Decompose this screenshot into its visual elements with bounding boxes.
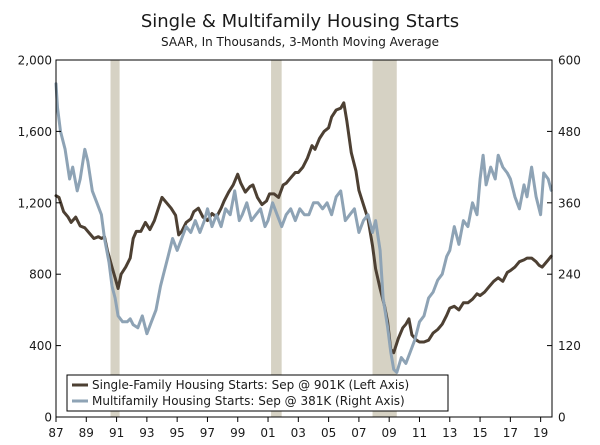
left-tick-label: 1,600 xyxy=(18,125,52,139)
recession-bands xyxy=(110,60,397,417)
recession-band xyxy=(110,60,120,417)
right-y-axis: 0 120 240 360 480 600 xyxy=(547,54,581,425)
x-tick-label: 19 xyxy=(533,426,548,440)
legend-label-single-family: Single-Family Housing Starts: Sep @ 901K… xyxy=(92,378,409,392)
right-tick-label: 240 xyxy=(558,268,581,282)
single-family-line xyxy=(54,101,553,355)
x-tick-label: 01 xyxy=(260,426,275,440)
x-tick-label: 99 xyxy=(230,426,245,440)
x-tick-label: 05 xyxy=(321,426,336,440)
left-y-axis: 0 400 800 1,200 1,600 2,000 xyxy=(18,54,61,425)
legend: Single-Family Housing Starts: Sep @ 901K… xyxy=(66,374,449,412)
x-tick-label: 11 xyxy=(412,426,427,440)
x-tick-label: 13 xyxy=(442,426,457,440)
right-tick-label: 120 xyxy=(558,339,581,353)
x-tick-label: 17 xyxy=(503,426,518,440)
legend-label-multifamily: Multifamily Housing Starts: Sep @ 381K (… xyxy=(92,394,405,408)
legend-box xyxy=(66,374,449,412)
chart-title: Single & Multifamily Housing Starts xyxy=(141,11,459,32)
recession-band xyxy=(271,60,282,417)
x-axis: 87 89 91 93 95 97 99 01 03 05 07 09 11 13 15 17 19 xyxy=(48,417,548,440)
right-tick-label: 480 xyxy=(558,125,581,139)
left-tick-label: 2,000 xyxy=(18,54,52,68)
x-tick-label: 89 xyxy=(79,426,94,440)
plot-frame xyxy=(55,59,553,418)
x-tick-label: 93 xyxy=(139,426,154,440)
multifamily-line xyxy=(54,82,553,374)
x-tick-label: 09 xyxy=(382,426,397,440)
x-tick-label: 03 xyxy=(291,426,306,440)
right-tick-label: 600 xyxy=(558,54,581,68)
left-tick-label: 800 xyxy=(29,268,52,282)
series-lines xyxy=(54,82,553,374)
x-tick-label: 07 xyxy=(351,426,366,440)
left-tick-label: 400 xyxy=(29,339,52,353)
x-tick-label: 91 xyxy=(109,426,124,440)
right-tick-label: 360 xyxy=(558,196,581,210)
x-tick-label: 97 xyxy=(200,426,215,440)
left-tick-label: 0 xyxy=(44,411,52,425)
x-tick-label: 95 xyxy=(170,426,185,440)
left-tick-label: 1,200 xyxy=(18,196,52,210)
x-tick-label: 87 xyxy=(48,426,63,440)
chart-subtitle: SAAR, In Thousands, 3-Month Moving Avera… xyxy=(161,35,439,49)
x-tick-label: 15 xyxy=(472,426,487,440)
right-tick-label: 0 xyxy=(558,411,566,425)
